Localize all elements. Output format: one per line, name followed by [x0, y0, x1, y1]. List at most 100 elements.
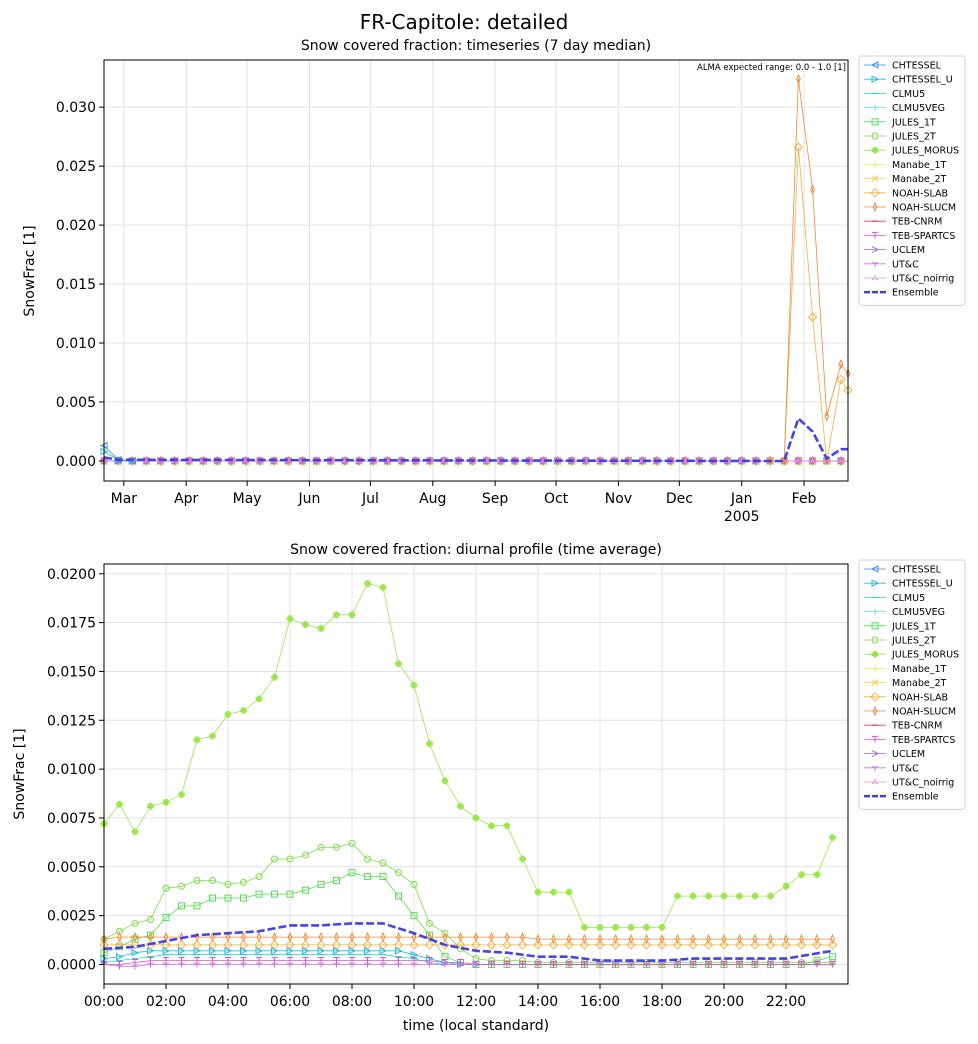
series-point: [579, 940, 590, 950]
series-point: [504, 960, 510, 968]
y-tick-label: 0.010: [56, 336, 96, 352]
series-point: [441, 777, 449, 785]
series-point: [752, 960, 758, 968]
series-point: [566, 960, 572, 968]
y-tick-label: 0.0125: [47, 713, 96, 729]
series-point: [395, 892, 402, 900]
x-tick-label: 00:00: [84, 994, 124, 1010]
legend-label: JULES_MORUS: [891, 146, 959, 157]
legend-entry-manabe-1t: Manabe_1T: [864, 664, 947, 675]
series-point: [814, 960, 820, 968]
legend-marker: [871, 246, 880, 254]
x-tick-label: 02:00: [146, 994, 186, 1010]
x-tick-label: 22:00: [766, 994, 806, 1010]
legend-label: Ensemble: [892, 792, 939, 803]
series-point: [178, 902, 185, 910]
legend-entry-noah-slab: NOAH-SLAB: [864, 188, 948, 199]
series-point: [807, 312, 818, 322]
series-point: [240, 878, 247, 886]
x-tick-label: 20:00: [704, 994, 744, 1010]
x-tick-label: Mar: [111, 491, 138, 507]
x-tick-label: 06:00: [270, 994, 310, 1010]
legend-label: JULES_1T: [891, 621, 936, 632]
series-point: [286, 615, 294, 622]
series-point: [333, 611, 340, 619]
series-point: [240, 894, 247, 902]
series-point: [672, 940, 683, 950]
series-point: [628, 933, 634, 945]
series-point: [348, 611, 356, 619]
legend-entry-jules-2t: JULES_2T: [864, 132, 936, 143]
series-point: [472, 814, 480, 822]
x-tick-label: Jun: [298, 491, 321, 507]
series-point: [302, 851, 309, 859]
y-tick-label: 0.005: [56, 395, 96, 411]
series-jules-morus: [100, 580, 836, 931]
series-point: [502, 940, 512, 950]
legend-label: UT&C_noirrig: [892, 274, 954, 285]
series-point: [318, 957, 324, 964]
series-point: [271, 957, 278, 964]
series-point: [194, 957, 200, 964]
series-point: [317, 880, 325, 888]
y-tick-label: 0.015: [56, 277, 96, 293]
series-point: [812, 940, 822, 950]
legend-marker: [871, 132, 879, 140]
series-point: [795, 457, 802, 464]
series-point: [426, 740, 433, 748]
legend-entry-clmu5: CLMU5: [864, 89, 925, 100]
series-point: [287, 957, 293, 964]
series-point: [240, 962, 247, 968]
legend-marker: [870, 565, 879, 573]
x-tick-label: 10:00: [394, 994, 434, 1010]
series-point: [317, 962, 325, 968]
series-line: [103, 583, 833, 928]
series-point: [768, 933, 773, 945]
series-point: [798, 871, 805, 878]
x-tick-label: Oct: [544, 491, 569, 507]
series-point: [364, 873, 371, 881]
series-point: [193, 736, 201, 744]
series-point: [441, 929, 449, 937]
series-point: [810, 184, 815, 195]
series-point: [581, 924, 588, 931]
y-tick-label: 0.0150: [47, 664, 96, 680]
series-point: [641, 940, 652, 950]
series-point: [162, 799, 170, 806]
legend-entry-teb-cnrm: TEB-CNRM: [864, 721, 942, 732]
series-point: [534, 888, 542, 896]
series-point: [271, 962, 278, 968]
series-point: [814, 933, 820, 945]
series-point: [163, 957, 169, 964]
legend-entry-teb-cnrm: TEB-CNRM: [864, 217, 942, 228]
series-point: [131, 919, 139, 927]
series-point: [116, 960, 123, 968]
legend-label: UCLEM: [892, 245, 925, 256]
series-point: [317, 843, 325, 851]
legend-entry-ensemble: Ensemble: [864, 792, 939, 803]
series-point: [302, 621, 309, 628]
series-point: [798, 960, 805, 968]
series-point: [271, 855, 278, 863]
series-point: [255, 873, 263, 881]
series-point: [364, 946, 372, 955]
legend-entry-teb-spartcs: TEB-SPARTCS: [864, 735, 955, 746]
series-point: [286, 946, 295, 955]
series-point: [829, 953, 836, 961]
legend-marker: [871, 765, 879, 771]
timeseries-grid: [104, 60, 848, 481]
series-point: [675, 933, 680, 945]
y-tick-label: 0.020: [56, 218, 96, 234]
legend-entry-jules-1t: JULES_1T: [864, 117, 936, 128]
legend-label: TEB-CNRM: [891, 721, 942, 732]
series-point: [395, 946, 403, 955]
series-point: [271, 674, 278, 681]
series-point: [781, 940, 791, 950]
series-point: [131, 948, 140, 957]
series-point: [162, 884, 170, 892]
series-point: [488, 822, 495, 830]
legend-label: Manabe_1T: [892, 664, 947, 675]
series-point: [440, 457, 448, 464]
series-line: [103, 950, 476, 965]
series-point: [689, 892, 697, 900]
